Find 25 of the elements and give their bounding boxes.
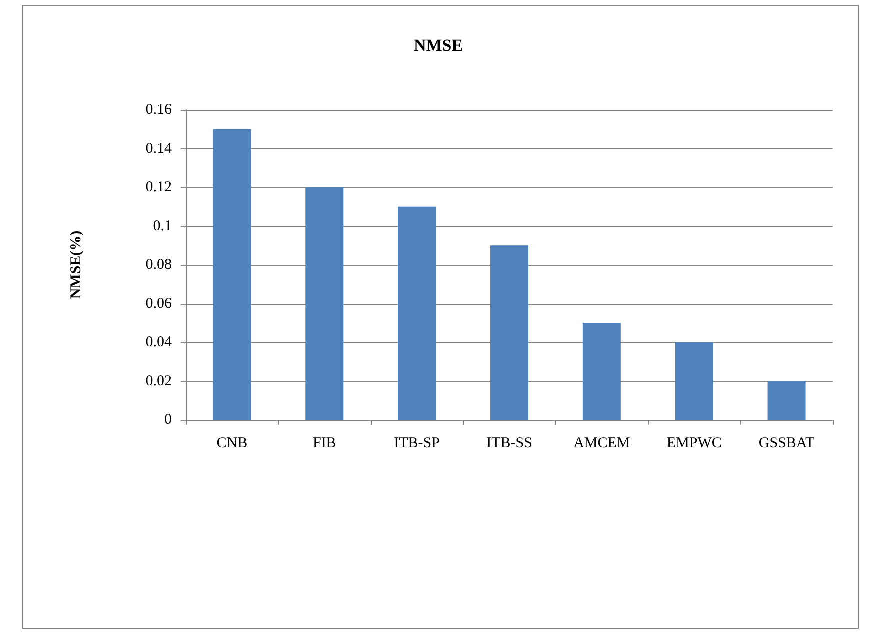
- bar: [490, 246, 528, 420]
- y-tick-label: 0.02: [146, 373, 172, 390]
- y-tick-label: 0: [164, 412, 172, 428]
- chart-title: NMSE: [414, 36, 464, 55]
- y-axis-title: NMSE(%): [68, 230, 84, 300]
- x-tick-label: ITB-SS: [486, 436, 532, 452]
- x-tick-label: GSSBAT: [758, 436, 815, 452]
- x-tick-label: AMCEM: [574, 436, 630, 452]
- x-tick-label: CNB: [216, 436, 248, 452]
- bar: [306, 188, 344, 420]
- bar: [398, 206, 436, 420]
- bar: [582, 323, 621, 420]
- x-tick-label: EMPWC: [666, 436, 722, 452]
- x-tick-label: FIB: [312, 436, 336, 452]
- y-tick-label: 0.04: [146, 334, 172, 350]
- y-tick-label: 0.14: [146, 140, 172, 157]
- x-tick-label: ITB-SP: [394, 436, 440, 452]
- bar: [768, 381, 806, 420]
- bar: [213, 129, 252, 420]
- y-tick-label: 0.1: [153, 218, 172, 234]
- y-tick-label: 0.12: [146, 180, 172, 196]
- y-tick-label: 0.16: [146, 102, 172, 118]
- bar: [675, 342, 714, 420]
- y-tick-label: 0.06: [146, 296, 172, 312]
- y-tick-label: 0.08: [146, 257, 172, 273]
